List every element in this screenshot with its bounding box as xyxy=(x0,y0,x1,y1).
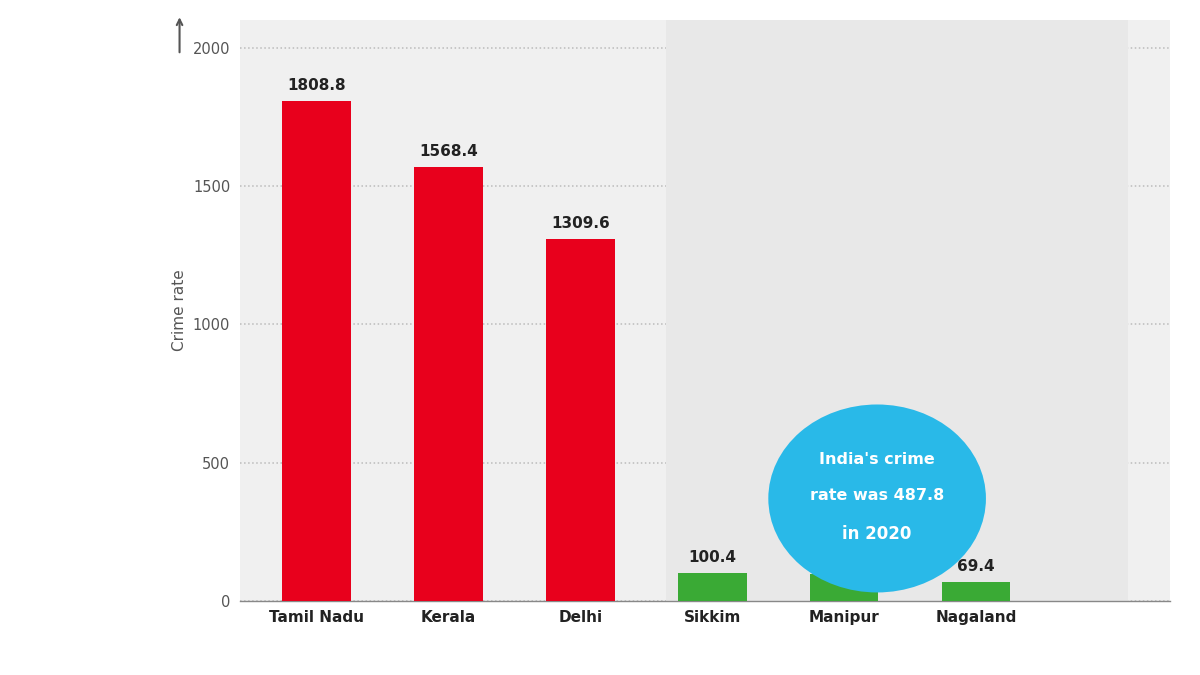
Ellipse shape xyxy=(768,404,986,593)
Bar xyxy=(282,101,350,601)
Text: 1309.6: 1309.6 xyxy=(551,216,610,231)
Text: 95: 95 xyxy=(834,551,854,567)
Text: 1568.4: 1568.4 xyxy=(419,144,478,159)
Text: 1808.8: 1808.8 xyxy=(287,78,346,93)
Text: Among all
states and the
Union Territory
of Delhi, Tamil
Nadu recorded
the highe: Among all states and the Union Territory… xyxy=(13,84,138,375)
FancyBboxPatch shape xyxy=(666,20,1128,601)
Bar xyxy=(678,573,746,601)
Bar xyxy=(810,574,878,601)
Bar xyxy=(942,582,1010,601)
Text: 100.4: 100.4 xyxy=(689,550,737,565)
Text: India's crime: India's crime xyxy=(820,452,935,467)
Bar xyxy=(414,167,482,601)
Text: 69.4: 69.4 xyxy=(958,559,995,574)
Text: rate was 487.8: rate was 487.8 xyxy=(810,488,944,503)
Bar xyxy=(546,239,614,601)
Y-axis label: Crime rate: Crime rate xyxy=(173,269,187,352)
Text: ime file: ime file xyxy=(58,30,180,58)
Text: in 2020: in 2020 xyxy=(842,525,912,543)
